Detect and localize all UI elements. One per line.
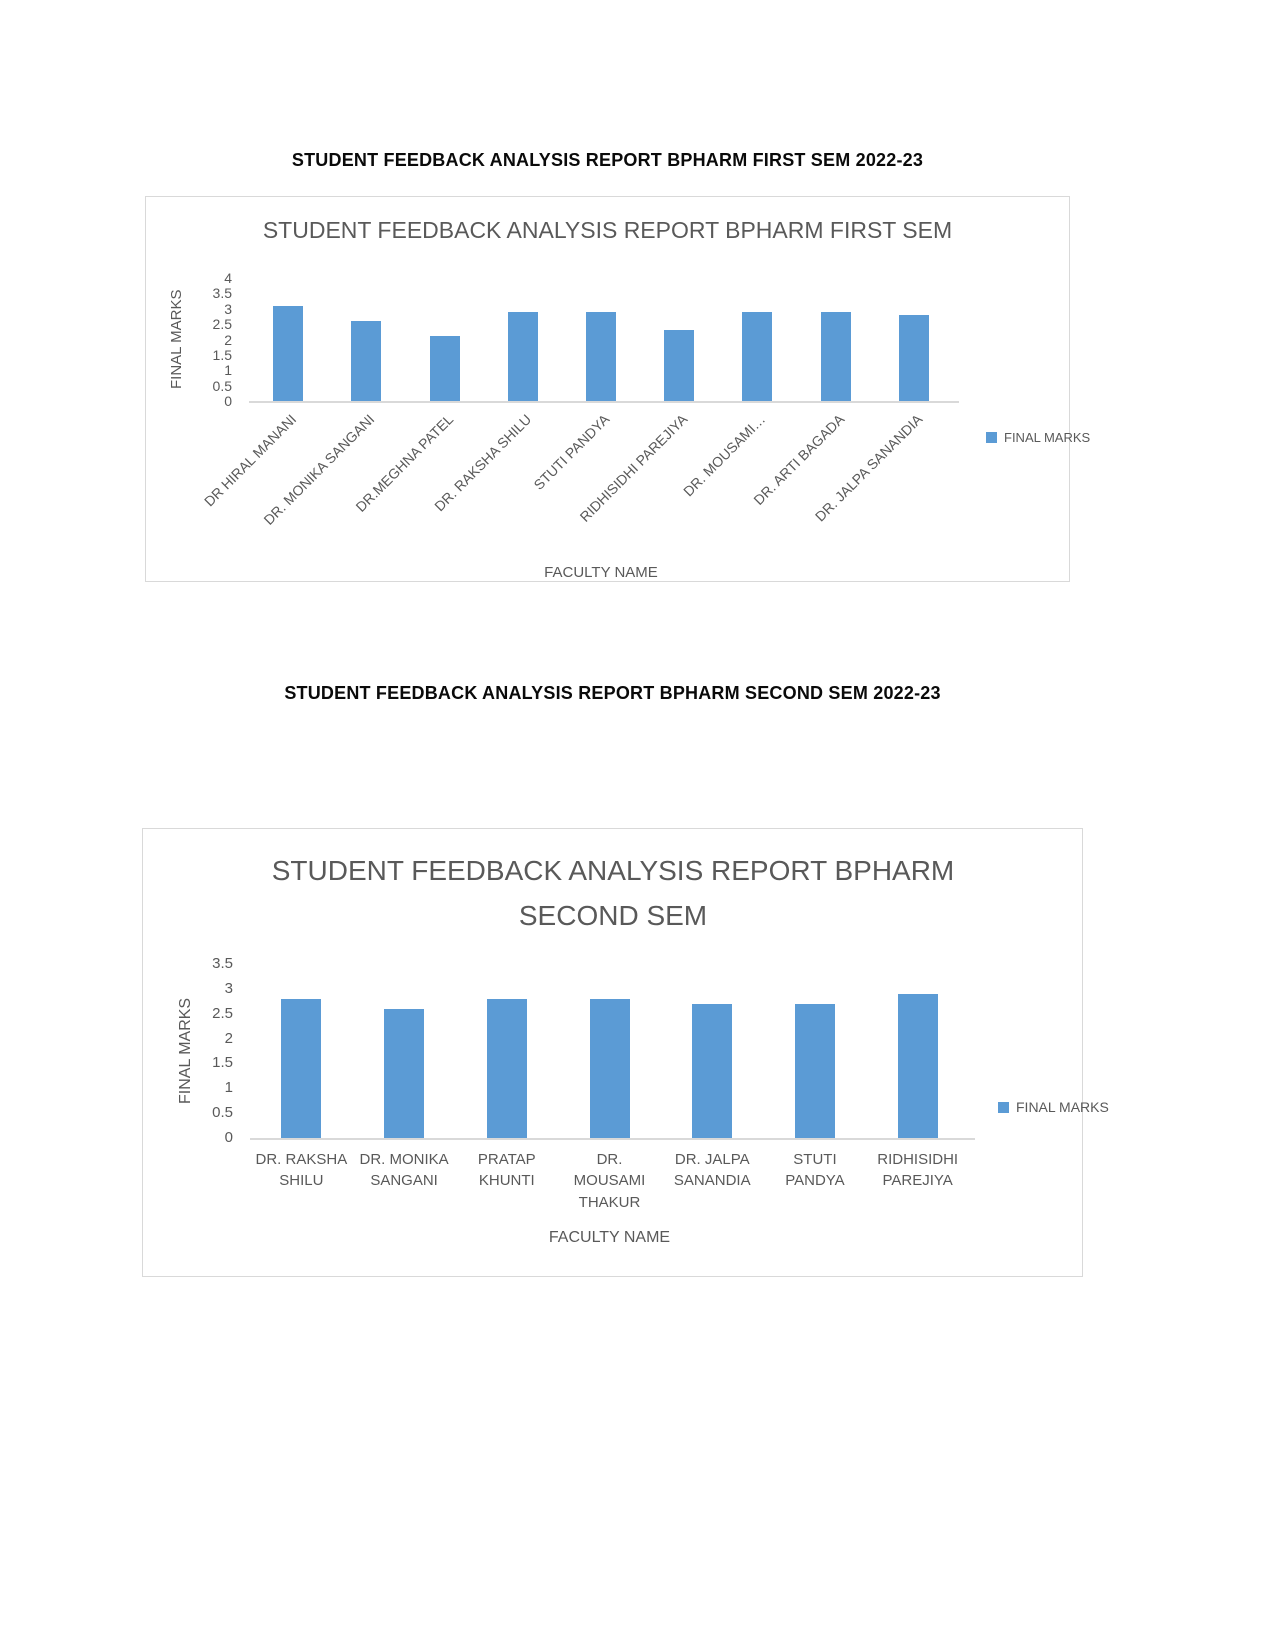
bars-container [250,964,969,1138]
x-category-label: STUTI PANDYA [530,411,613,493]
plot-area [249,278,959,403]
x-category-label: DR. JALPA SANANDIA [811,411,926,525]
y-axis-ticks: 0 0.5 1 1.5 2 2.5 3 3.5 4 [146,270,232,409]
bar-slot [405,278,483,401]
bar [898,314,929,401]
x-category-label: DR. MONIKA SANGANI [260,411,378,528]
x-category-label: RIDHISIDHI PAREJIYA [576,411,691,525]
x-category-label: DR. RAKSHA SHILU [430,411,535,515]
x-axis-line [249,401,959,403]
x-axis-labels: DR HIRAL MANANI DR. MONIKA SANGANI DR.MEGH… [201,409,953,564]
y-tick-label: 2.5 [212,1004,233,1022]
bar-slot [558,964,661,1138]
chart-title: STUDENT FEEDBACK ANALYSIS REPORT BPHARM … [262,217,953,243]
y-tick-label: 2.5 [212,316,232,333]
legend-swatch-icon [986,432,997,443]
y-tick-label: 2 [224,1029,233,1047]
x-category-label: DR. MOUSAMI… [680,411,769,500]
bar-slot [249,278,327,401]
bar [585,311,616,401]
bar-slot [797,278,875,401]
bar [897,993,938,1138]
bar [429,336,460,401]
bar [742,311,773,401]
y-tick-label: 0 [224,393,232,409]
bar [351,321,382,401]
x-axis-line [250,1138,975,1140]
bar-slot [562,278,640,401]
y-tick-label: 3 [224,979,233,997]
legend: FINAL MARKS [998,1099,1109,1115]
x-category-label: DR. MONIKA SANGANI [359,1151,449,1190]
plot-area [250,964,975,1140]
bar [384,1008,425,1138]
bar [589,998,630,1138]
chart-second-sem: STUDENT FEEDBACK ANALYSIS REPORT BPHARM … [142,828,1109,1277]
x-category-label: PRATAP KHUNTI [477,1151,536,1190]
bar [486,998,527,1138]
bar-slot [866,964,969,1138]
x-category-label: DR. ARTI BAGADA [750,411,847,508]
bar-slot [640,278,718,401]
report-heading-second-sem: STUDENT FEEDBACK ANALYSIS REPORT BPHARM … [284,683,941,703]
x-category-label: DR. MOUSAMI THAKUR [573,1151,646,1211]
legend-label: FINAL MARKS [1016,1099,1109,1115]
y-axis-ticks: 0 0.5 1 1.5 2 2.5 3 3.5 [143,956,233,1146]
y-tick-label: 1.5 [212,1054,233,1072]
bar [692,1003,733,1138]
legend-swatch-icon [998,1101,1009,1113]
bar [273,305,304,401]
bar-slot [764,964,867,1138]
x-axis-title: FACULTY NAME [544,564,658,581]
y-tick-label: 3.5 [212,285,232,302]
bar [664,330,695,401]
x-category-label: DR. JALPA SANANDIA [673,1151,751,1190]
x-category-label: RIDHISIDHI PAREJIYA [877,1151,959,1190]
y-tick-label: 1 [224,1079,233,1097]
y-tick-label: 1.5 [212,346,232,363]
y-tick-label: 1 [224,362,232,379]
bar-slot [327,278,405,401]
y-tick-label: 2 [224,331,232,348]
y-tick-label: 4 [224,270,232,286]
chart-first-sem: STUDENT FEEDBACK ANALYSIS REPORT BPHARM … [145,196,1090,582]
bar-slot [484,278,562,401]
bar [820,311,851,401]
y-tick-label: 0 [224,1129,233,1146]
bar-slot [455,964,558,1138]
x-axis-title: FACULTY NAME [548,1229,671,1246]
x-category-label: STUTI PANDYA [785,1151,845,1190]
y-tick-label: 0.5 [212,1104,233,1122]
x-category-label: DR.MEGHNA PATEL [351,411,456,515]
x-category-label: DR. RAKSHA SHILU [255,1151,348,1190]
y-tick-label: 0.5 [212,377,232,394]
bar-slot [353,964,456,1138]
y-tick-label: 3.5 [212,955,233,972]
y-tick-label: 3 [224,300,232,317]
legend-label: FINAL MARKS [1004,430,1091,445]
bar-slot [875,278,953,401]
bar [281,998,322,1138]
report-heading-first-sem: STUDENT FEEDBACK ANALYSIS REPORT BPHARM … [291,150,924,170]
x-axis-labels: DR. RAKSHA SHILU DR. MONIKA SANGANI PRATAP… [250,1149,969,1213]
bar-slot [250,964,353,1138]
bars-container [249,278,953,401]
chart-title: STUDENT FEEDBACK ANALYSIS REPORT BPHARM … [271,855,955,931]
bar-slot [718,278,796,401]
x-category-label: DR HIRAL MANANI [201,411,300,510]
bar [507,311,538,401]
legend: FINAL MARKS [986,430,1090,445]
bar [794,1003,835,1138]
bar-slot [661,964,764,1138]
